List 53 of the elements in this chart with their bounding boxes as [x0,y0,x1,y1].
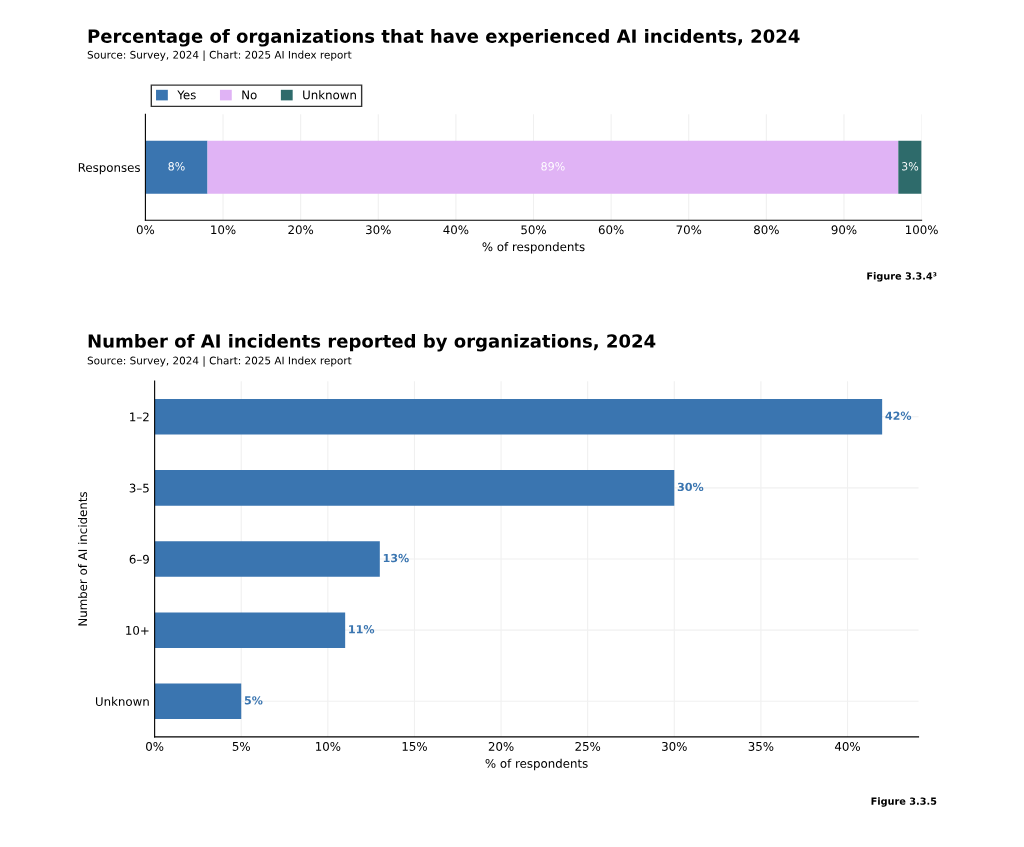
chart-subtitle: Source: Survey, 2024 | Chart: 2025 AI Index report [87,356,352,367]
data-label: 11% [349,624,375,634]
data-label: 89% [541,162,565,171]
x-tick-label: 100% [906,225,938,235]
bar [898,140,922,194]
data-label: 42% [885,411,912,420]
y-tick-label: 1–2 [130,412,149,422]
x-tick-label: 40% [443,225,469,235]
x-tick-label: 60% [598,225,624,235]
y-axis-title: Number of AI incidents [77,492,88,626]
bar [154,683,242,720]
x-tick-label: 10% [211,225,236,235]
bar [154,612,346,648]
caption: Figure 3.3.5 [871,797,937,807]
x-tick-label: 50% [521,225,546,235]
x-tick-label: 5% [232,741,250,751]
data-label: 13% [383,553,409,563]
data-label: 8% [168,162,185,171]
x-tick-label: 35% [748,741,774,751]
x-tick-label: 15% [402,741,427,751]
data-label: 5% [244,696,263,705]
x-tick-label: 20% [488,741,514,751]
bar [154,470,675,506]
x-tick-label: 10% [316,741,341,751]
legend-label: Unknown [303,90,356,100]
x-tick-label: 90% [831,225,857,235]
y-tick-label: Unknown [95,696,149,706]
x-tick-label: 0% [146,741,164,751]
y-tick-label: 6–9 [129,554,149,564]
x-tick-label: 70% [676,225,702,235]
legend-label: No [242,90,257,100]
x-tick-label: 80% [754,225,779,235]
bar [145,140,208,194]
caption: Figure 3.3.4³ [867,272,937,282]
data-label: 3% [901,162,919,171]
chart-subtitle: Source: Survey, 2024 | Chart: 2025 AI Index report [87,50,352,61]
x-tick-label: 0% [136,225,155,235]
data-label: 30% [677,482,704,492]
y-tick-label: 3–5 [129,483,149,493]
x-tick-label: 40% [834,741,860,751]
y-tick-label: Responses [78,163,140,175]
x-tick-label: 30% [366,225,391,235]
chart-title: Percentage of organizations that have experienced AI incidents, 2024 [88,28,800,47]
x-tick-label: 25% [575,741,601,751]
y-tick-label: 10+ [126,625,149,635]
legend-label: Yes [177,90,196,100]
x-tick-label: 30% [662,741,687,751]
x-axis-title: % of respondents [485,758,588,771]
bar [154,398,883,435]
x-tick-label: 20% [288,225,314,235]
chart-title: Number of AI incidents reported by organizations, 2024 [88,333,656,352]
bar [154,541,380,577]
x-axis-title: % of respondents [482,242,585,254]
